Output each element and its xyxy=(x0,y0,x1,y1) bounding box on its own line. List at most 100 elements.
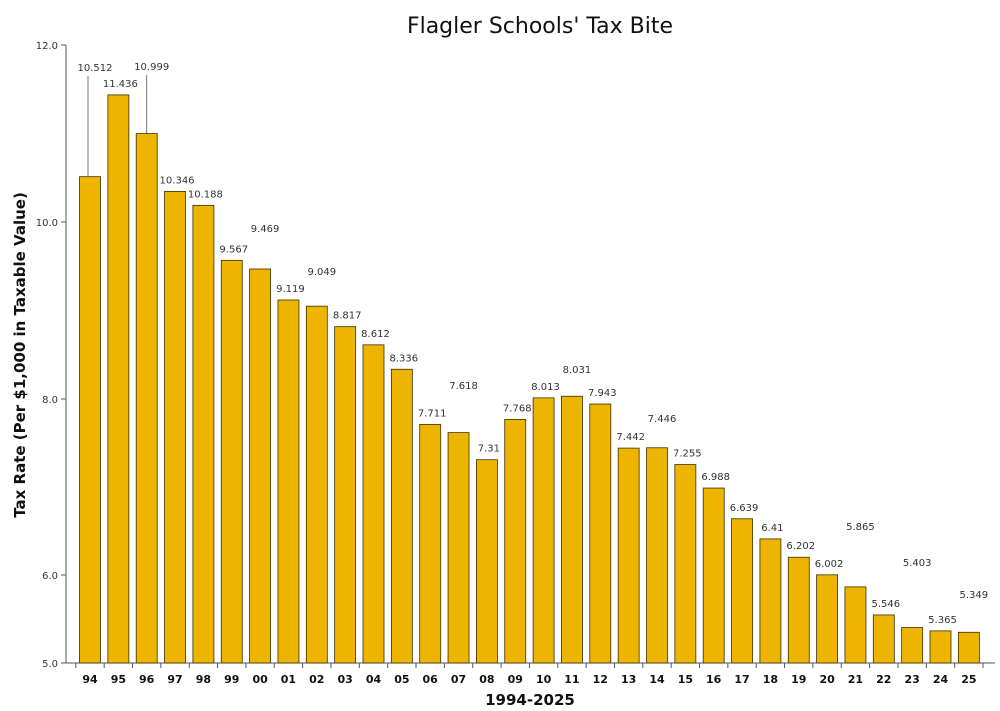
data-label-08: 7.31 xyxy=(478,444,500,455)
x-tick-label-95: 95 xyxy=(111,673,126,686)
x-tick-label-21: 21 xyxy=(848,673,863,686)
bar-25 xyxy=(957,631,980,664)
x-tick-label-14: 14 xyxy=(649,673,665,686)
data-label-11: 8.031 xyxy=(563,365,592,376)
data-label-12: 7.943 xyxy=(588,388,617,399)
x-tick-label-01: 01 xyxy=(281,673,296,686)
y-tick-label: 10.0 xyxy=(36,218,58,229)
x-tick-label-94: 94 xyxy=(82,673,98,686)
data-label-23: 5.403 xyxy=(903,558,932,569)
chart-title: Flagler Schools' Tax Bite xyxy=(407,14,673,39)
data-label-04: 8.612 xyxy=(361,329,390,340)
data-label-97: 10.346 xyxy=(160,175,195,186)
data-label-24: 5.365 xyxy=(928,615,957,626)
data-label-14: 7.446 xyxy=(648,414,677,425)
bar-03 xyxy=(334,326,357,664)
data-label-96: 10.999 xyxy=(134,62,169,73)
bar-09 xyxy=(504,419,527,664)
x-tick-label-98: 98 xyxy=(196,673,211,686)
data-label-20: 6.002 xyxy=(815,559,844,570)
x-tick-label-09: 09 xyxy=(508,673,523,686)
bar-19 xyxy=(787,556,810,664)
y-tick-label: 5.0 xyxy=(42,659,58,670)
bar-01 xyxy=(277,299,300,664)
x-tick-label-20: 20 xyxy=(819,673,835,686)
x-tick-label-13: 13 xyxy=(621,673,636,686)
data-label-09: 7.768 xyxy=(503,403,532,414)
data-label-10: 8.013 xyxy=(531,382,560,393)
bar-98 xyxy=(192,204,215,664)
x-tick-label-22: 22 xyxy=(876,673,891,686)
x-tick-label-12: 12 xyxy=(593,673,608,686)
x-tick-label-99: 99 xyxy=(224,673,239,686)
x-tick-label-08: 08 xyxy=(479,673,494,686)
y-tick-label: 6.0 xyxy=(42,571,58,582)
x-tick-label-19: 19 xyxy=(791,673,806,686)
x-tick-label-07: 07 xyxy=(451,673,466,686)
x-tick-label-23: 23 xyxy=(904,673,919,686)
bar-10 xyxy=(532,397,555,664)
data-label-06: 7.711 xyxy=(418,408,447,419)
x-tick-label-15: 15 xyxy=(678,673,693,686)
bar-99 xyxy=(220,259,243,664)
data-label-18: 6.41 xyxy=(761,523,783,534)
x-tick-label-17: 17 xyxy=(734,673,749,686)
bar-12 xyxy=(589,403,612,664)
bar-21 xyxy=(844,586,867,664)
x-axis-label: 1994-2025 xyxy=(485,691,575,709)
y-tick-label: 12.0 xyxy=(36,41,58,52)
bar-20 xyxy=(816,574,838,664)
x-tick-label-02: 02 xyxy=(309,673,324,686)
data-label-05: 8.336 xyxy=(390,353,419,364)
bar-08 xyxy=(475,459,498,664)
data-label-95: 11.436 xyxy=(103,79,138,90)
bar-24 xyxy=(929,630,952,664)
bar-16 xyxy=(702,487,725,664)
bar-97 xyxy=(164,190,186,664)
bar-02 xyxy=(305,305,328,664)
bar-23 xyxy=(901,627,924,664)
data-label-07: 7.618 xyxy=(449,381,478,392)
x-tick-label-18: 18 xyxy=(763,673,778,686)
bar-15 xyxy=(674,464,697,664)
x-tick-label-06: 06 xyxy=(423,673,439,686)
data-label-22: 5.546 xyxy=(871,599,900,610)
data-label-21: 5.865 xyxy=(846,522,875,533)
data-label-25: 5.349 xyxy=(960,590,989,601)
bar-06 xyxy=(419,424,442,664)
bar-11 xyxy=(561,395,583,664)
data-label-02: 9.049 xyxy=(307,267,336,278)
data-label-13: 7.442 xyxy=(616,432,645,443)
x-tick-label-10: 10 xyxy=(536,673,552,686)
x-tick-label-16: 16 xyxy=(706,673,722,686)
x-tick-label-97: 97 xyxy=(167,673,182,686)
bar-96 xyxy=(135,133,158,664)
bar-05 xyxy=(390,368,413,664)
bar-04 xyxy=(362,344,385,664)
y-axis-label: Tax Rate (Per $1,000 in Taxable Value) xyxy=(11,192,29,518)
x-tick-label-96: 96 xyxy=(139,673,155,686)
bar-07 xyxy=(447,432,470,664)
bar-13 xyxy=(617,447,640,664)
bar-94 xyxy=(79,176,101,664)
data-label-17: 6.639 xyxy=(730,503,759,514)
x-tick-label-00: 00 xyxy=(252,673,268,686)
bar-00 xyxy=(249,268,272,664)
data-label-19: 6.202 xyxy=(786,541,815,552)
bar-22 xyxy=(872,614,895,664)
x-tick-label-04: 04 xyxy=(366,673,382,686)
data-label-98: 10.188 xyxy=(188,189,223,200)
data-label-94: 10.512 xyxy=(78,63,113,74)
x-tick-label-05: 05 xyxy=(394,673,409,686)
bar-95 xyxy=(107,94,130,664)
x-tick-label-11: 11 xyxy=(564,673,579,686)
data-label-15: 7.255 xyxy=(673,449,702,460)
x-tick-label-24: 24 xyxy=(933,673,949,686)
y-tick-label: 8.0 xyxy=(42,395,58,406)
plot-area: 5.0 6.0 8.0 10.0 12.0 94 10.512 95 11.436 96 10.99… xyxy=(36,41,995,686)
data-label-16: 6.988 xyxy=(701,472,730,483)
data-label-01: 9.119 xyxy=(276,284,305,295)
bar-18 xyxy=(759,538,782,664)
data-label-00: 9.469 xyxy=(251,224,280,235)
